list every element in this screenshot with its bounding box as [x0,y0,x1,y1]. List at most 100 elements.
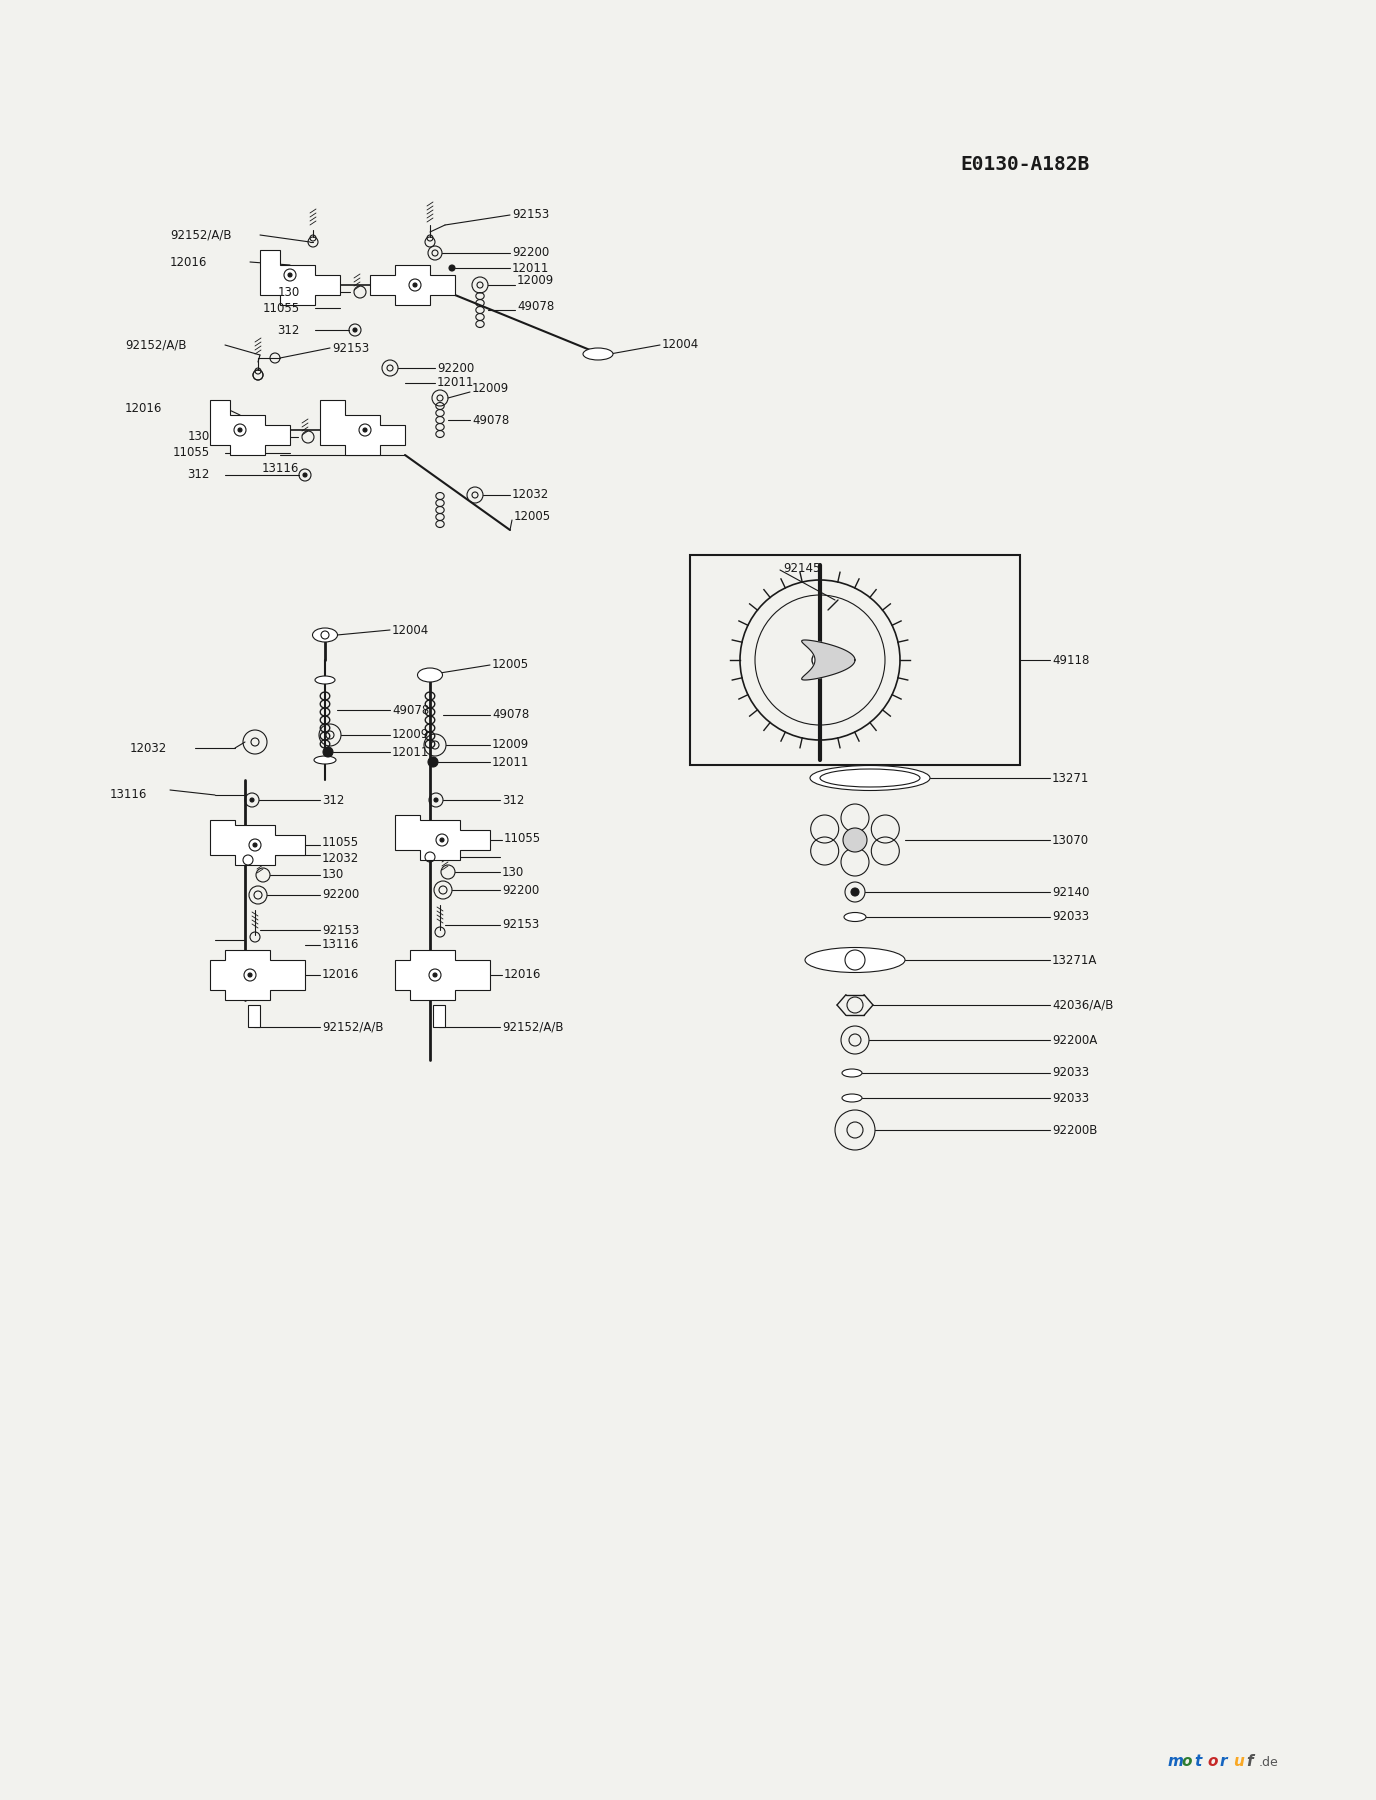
Text: 130: 130 [502,866,524,878]
Text: 42036/A/B: 42036/A/B [1053,999,1113,1012]
Text: 92153: 92153 [332,342,369,355]
Circle shape [354,328,356,331]
Text: 92200: 92200 [502,884,539,896]
Text: 11055: 11055 [263,301,300,315]
Text: 130: 130 [322,869,344,882]
Text: 92152/A/B: 92152/A/B [502,1021,564,1033]
Text: 12005: 12005 [493,659,530,671]
Polygon shape [395,815,490,860]
Text: 13070: 13070 [1053,833,1090,846]
Text: m: m [1168,1755,1183,1769]
Circle shape [250,797,255,803]
Polygon shape [802,641,854,680]
Text: 92145: 92145 [783,562,820,574]
Text: 12011: 12011 [392,745,429,758]
Text: 12011: 12011 [438,376,475,389]
Text: 12016: 12016 [322,968,359,981]
Text: 312: 312 [187,468,211,481]
Ellipse shape [805,947,905,972]
Text: 92033: 92033 [1053,911,1090,923]
Text: 49078: 49078 [517,301,555,313]
Text: 92153: 92153 [322,923,359,936]
Text: 92033: 92033 [1053,1091,1090,1105]
Text: 13271: 13271 [1053,772,1090,785]
Text: 312: 312 [278,324,300,337]
Polygon shape [370,265,455,304]
Text: 92033: 92033 [1053,1066,1090,1080]
Text: 130: 130 [187,430,211,443]
Text: 11055: 11055 [322,835,359,848]
Circle shape [449,265,455,272]
Text: 92140: 92140 [1053,886,1090,898]
Polygon shape [395,950,490,1001]
Text: 12016: 12016 [504,968,541,981]
Text: 312: 312 [322,794,344,806]
Text: 12009: 12009 [392,729,429,742]
Ellipse shape [312,628,337,643]
Circle shape [321,632,329,639]
Text: 13116: 13116 [110,788,147,801]
Polygon shape [211,400,290,455]
Text: 92153: 92153 [512,209,549,221]
Text: 11055: 11055 [173,446,211,459]
Text: 92152/A/B: 92152/A/B [171,229,231,241]
Circle shape [850,887,859,896]
Polygon shape [211,821,305,866]
Text: 49118: 49118 [1053,653,1090,666]
Text: 12016: 12016 [171,256,208,268]
Bar [433,1004,444,1028]
Text: f: f [1247,1755,1252,1769]
Ellipse shape [810,765,930,790]
Circle shape [413,283,417,286]
Ellipse shape [314,756,336,763]
Circle shape [288,274,292,277]
Ellipse shape [842,1069,861,1076]
Circle shape [433,797,438,803]
Ellipse shape [843,913,866,922]
Text: 12005: 12005 [515,511,552,524]
Circle shape [433,974,438,977]
Circle shape [843,828,867,851]
Polygon shape [211,950,305,1001]
Text: 13271A: 13271A [1053,954,1098,967]
Circle shape [812,652,828,668]
Text: 92152/A/B: 92152/A/B [322,1021,384,1033]
Circle shape [363,428,367,432]
Text: 92200B: 92200B [1053,1123,1098,1136]
Text: E0130-A182B: E0130-A182B [960,155,1090,175]
Text: 12011: 12011 [512,261,549,274]
Text: .de: .de [1259,1755,1278,1768]
Text: 312: 312 [502,794,524,806]
Circle shape [428,758,438,767]
Text: 49078: 49078 [472,414,509,427]
Polygon shape [321,400,405,455]
Text: 12032: 12032 [129,742,168,754]
Text: 12009: 12009 [517,274,555,286]
Text: 12009: 12009 [493,738,530,752]
Circle shape [440,839,444,842]
Text: t: t [1194,1755,1201,1769]
Text: 12016: 12016 [125,401,162,414]
Text: o: o [1207,1755,1218,1769]
Text: r: r [1221,1755,1227,1769]
Text: 92200A: 92200A [1053,1033,1097,1046]
Text: 13116: 13116 [261,461,300,475]
Circle shape [248,974,252,977]
Text: 49078: 49078 [392,704,429,716]
Text: 13116: 13116 [322,938,359,952]
Text: 92153: 92153 [502,918,539,932]
Text: 12009: 12009 [472,383,509,396]
Text: 12004: 12004 [662,338,699,351]
Text: 12004: 12004 [392,623,429,637]
Circle shape [253,842,257,848]
Circle shape [303,473,307,477]
Text: u: u [1233,1755,1244,1769]
Text: 92200: 92200 [322,889,359,902]
Ellipse shape [842,1094,861,1102]
Text: 12011: 12011 [493,756,530,769]
Text: 92200: 92200 [438,362,475,374]
Text: 130: 130 [278,286,300,299]
Ellipse shape [315,677,334,684]
Ellipse shape [417,668,443,682]
Circle shape [238,428,242,432]
